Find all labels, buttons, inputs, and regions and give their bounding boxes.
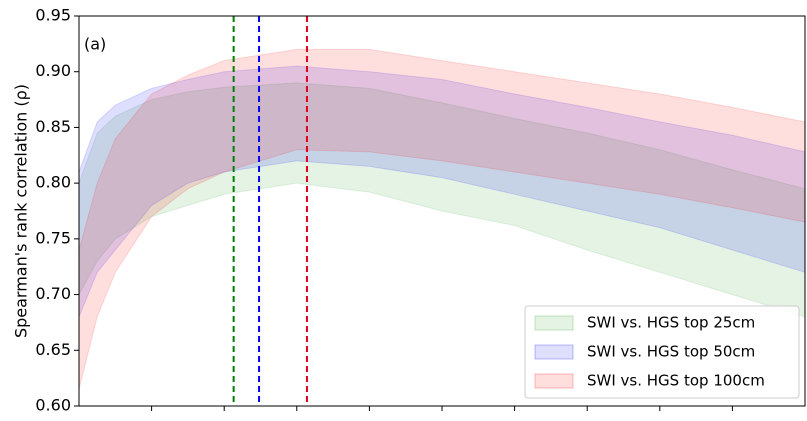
y-tick-label: 0.95	[35, 6, 71, 25]
y-axis-label: Spearman's rank correlation (ρ)	[12, 84, 31, 338]
legend-label: SWI vs. HGS top 50cm	[587, 343, 755, 361]
legend-label: SWI vs. HGS top 100cm	[587, 372, 765, 390]
y-tick-label: 0.60	[35, 396, 71, 415]
y-tick-label: 0.90	[35, 61, 71, 80]
panel-label: (a)	[84, 35, 106, 54]
y-tick-label: 0.75	[35, 228, 71, 247]
legend-box	[524, 305, 800, 399]
legend-swatch	[534, 344, 574, 360]
y-tick-label: 0.70	[35, 284, 71, 303]
y-tick-label: 0.65	[35, 340, 71, 359]
y-tick-label: 0.80	[35, 173, 71, 192]
legend: SWI vs. HGS top 25cm SWI vs. HGS top 50cm…	[524, 305, 800, 399]
y-tick-label: 0.85	[35, 117, 71, 136]
legend-swatch	[534, 373, 574, 389]
legend-swatch	[534, 315, 574, 331]
legend-label: SWI vs. HGS top 25cm	[587, 314, 755, 332]
